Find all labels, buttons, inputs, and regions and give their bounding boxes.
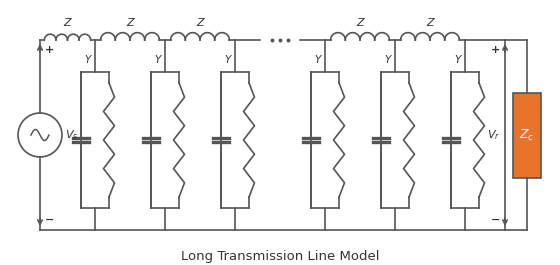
Text: Z: Z bbox=[426, 18, 434, 28]
Text: Z: Z bbox=[196, 18, 204, 28]
Text: +: + bbox=[45, 45, 54, 55]
Text: Y: Y bbox=[454, 55, 460, 65]
Text: Z: Z bbox=[126, 18, 134, 28]
Text: Z: Z bbox=[64, 18, 71, 28]
Text: Y: Y bbox=[224, 55, 230, 65]
Text: Long Transmission Line Model: Long Transmission Line Model bbox=[181, 250, 379, 263]
Text: Y: Y bbox=[314, 55, 320, 65]
Bar bbox=[513, 92, 541, 178]
Text: Y: Y bbox=[384, 55, 390, 65]
Text: Y: Y bbox=[84, 55, 90, 65]
Text: +: + bbox=[491, 45, 500, 55]
Text: Z: Z bbox=[356, 18, 364, 28]
Text: −: − bbox=[491, 215, 500, 225]
Text: −: − bbox=[45, 215, 54, 225]
Text: $V_s$: $V_s$ bbox=[65, 128, 78, 142]
Text: $Z_c$: $Z_c$ bbox=[519, 127, 535, 143]
Text: Y: Y bbox=[154, 55, 160, 65]
Text: $V_r$: $V_r$ bbox=[487, 128, 500, 142]
